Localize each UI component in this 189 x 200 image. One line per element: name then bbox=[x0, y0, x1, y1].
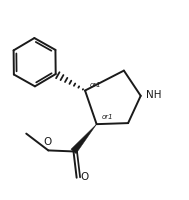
Text: or1: or1 bbox=[101, 114, 113, 120]
Text: or1: or1 bbox=[90, 82, 101, 88]
Text: O: O bbox=[81, 172, 89, 182]
Text: O: O bbox=[43, 137, 51, 147]
Polygon shape bbox=[71, 124, 97, 154]
Text: NH: NH bbox=[146, 90, 161, 100]
